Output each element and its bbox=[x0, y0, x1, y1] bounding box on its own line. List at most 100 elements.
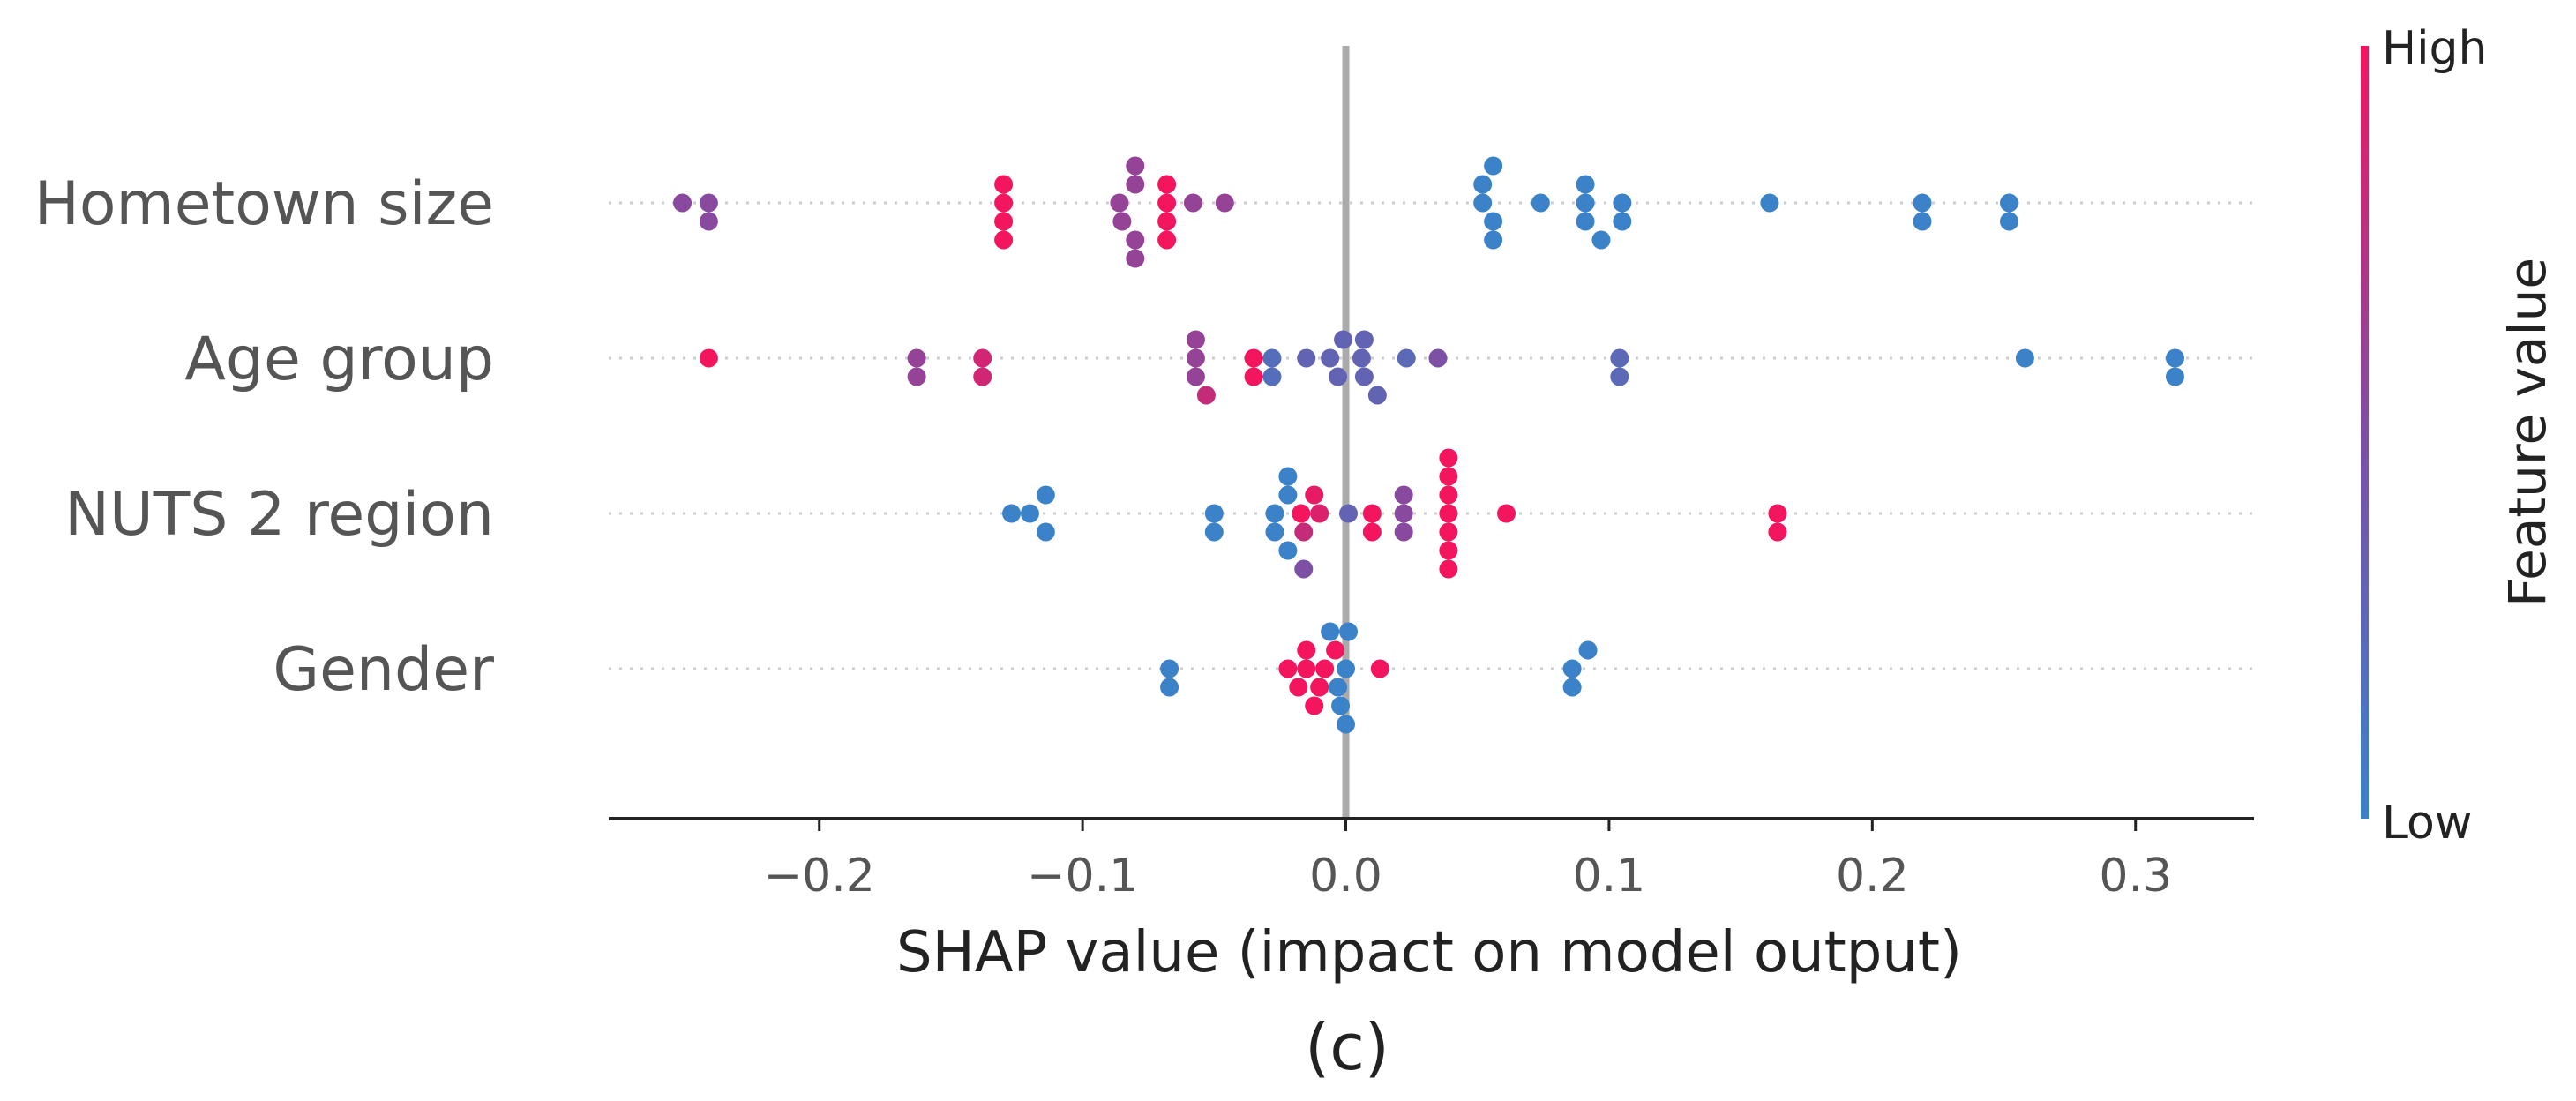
shap-point bbox=[1020, 504, 1039, 523]
shap-point bbox=[1244, 348, 1263, 368]
shap-point bbox=[994, 230, 1014, 250]
shap-point bbox=[1265, 504, 1284, 523]
shap-point bbox=[1310, 678, 1329, 697]
shap-point bbox=[1439, 448, 1458, 468]
shap-point bbox=[1613, 193, 1632, 213]
colorbar-high-label: High bbox=[2382, 22, 2488, 75]
shap-point bbox=[2015, 348, 2034, 368]
shap-point bbox=[1326, 640, 1345, 660]
shap-point bbox=[1305, 485, 1324, 505]
shap-point bbox=[1112, 212, 1132, 231]
x-axis: −0.2 −0.1 0.0 0.1 0.2 0.3 bbox=[609, 817, 2254, 903]
shap-point bbox=[699, 348, 718, 368]
shap-point bbox=[1397, 348, 1416, 368]
feature-label: Age group bbox=[184, 325, 494, 394]
shap-point bbox=[1768, 504, 1787, 523]
shap-point bbox=[1278, 659, 1298, 678]
shap-point bbox=[1186, 330, 1205, 349]
x-tick-label: −0.2 bbox=[764, 850, 875, 903]
shap-point bbox=[1439, 467, 1458, 486]
shap-point bbox=[1278, 541, 1298, 560]
shap-point bbox=[1484, 212, 1503, 231]
shap-point bbox=[1160, 659, 1179, 678]
shap-point bbox=[1394, 485, 1413, 505]
shap-point bbox=[1289, 678, 1308, 697]
shap-point bbox=[1196, 386, 1216, 405]
shap-point bbox=[1362, 504, 1382, 523]
feature-label: NUTS 2 region bbox=[64, 480, 494, 550]
shap-point bbox=[1297, 348, 1316, 368]
shap-point bbox=[1126, 175, 1145, 194]
feature-row-gridlines bbox=[609, 201, 2254, 670]
shap-point bbox=[907, 367, 926, 386]
shap-point bbox=[1297, 640, 1316, 660]
shap-point bbox=[1394, 504, 1413, 523]
shap-point bbox=[994, 212, 1014, 231]
x-ticks: −0.2 −0.1 0.0 0.1 0.2 0.3 bbox=[764, 819, 2172, 903]
shap-point bbox=[1331, 696, 1351, 715]
shap-point bbox=[1439, 485, 1458, 505]
shap-point bbox=[1310, 504, 1329, 523]
shap-point bbox=[1294, 522, 1314, 542]
shap-point bbox=[1497, 504, 1516, 523]
shap-point bbox=[1337, 715, 1356, 734]
colorbar: High Low Feature value bbox=[2361, 22, 2557, 850]
shap-point bbox=[1329, 367, 1348, 386]
shap-point bbox=[973, 367, 992, 386]
shap-point bbox=[1204, 522, 1224, 542]
feature-label: Hometown size bbox=[34, 169, 494, 239]
x-tick-label: 0.2 bbox=[1836, 850, 1909, 903]
shap-point bbox=[1367, 386, 1387, 405]
shap-point bbox=[1329, 678, 1348, 697]
data-points bbox=[673, 156, 2184, 734]
shap-point bbox=[1439, 522, 1458, 542]
shap-point bbox=[1339, 622, 1359, 641]
shap-point bbox=[1292, 504, 1311, 523]
shap-point bbox=[1531, 193, 1550, 213]
x-tick-label: 0.0 bbox=[1309, 850, 1382, 903]
shap-point bbox=[1339, 504, 1359, 523]
shap-point bbox=[1999, 212, 2018, 231]
shap-point bbox=[1354, 367, 1374, 386]
shap-point bbox=[1370, 659, 1389, 678]
shap-point bbox=[1321, 622, 1340, 641]
shap-point bbox=[1126, 230, 1145, 250]
shap-point bbox=[1244, 367, 1263, 386]
shap-point bbox=[1913, 212, 1932, 231]
shap-point bbox=[1439, 504, 1458, 523]
shap-point bbox=[1610, 367, 1629, 386]
shap-point bbox=[1297, 659, 1316, 678]
shap-point bbox=[1126, 249, 1145, 268]
shap-point bbox=[1002, 504, 1022, 523]
shap-point bbox=[1265, 522, 1284, 542]
shap-point bbox=[1562, 678, 1582, 697]
shap-point bbox=[1362, 522, 1382, 542]
figure-caption: (c) bbox=[1305, 1010, 1389, 1084]
shap-point bbox=[1157, 230, 1177, 250]
shap-point bbox=[1613, 212, 1632, 231]
shap-point bbox=[1262, 367, 1282, 386]
shap-point bbox=[1473, 175, 1493, 194]
shap-point bbox=[1278, 485, 1298, 505]
shap-point bbox=[2165, 367, 2184, 386]
shap-point bbox=[1768, 522, 1787, 542]
shap-point bbox=[1036, 522, 1055, 542]
shap-point bbox=[1186, 367, 1205, 386]
shap-point bbox=[1473, 193, 1493, 213]
colorbar-title: Feature value bbox=[2497, 258, 2557, 607]
x-axis-title: SHAP value (impact on model output) bbox=[896, 920, 1962, 985]
shap-point bbox=[1186, 348, 1205, 368]
shap-point bbox=[1204, 504, 1224, 523]
shap-point bbox=[1354, 330, 1374, 349]
shap-point bbox=[1305, 696, 1324, 715]
shap-point bbox=[1352, 348, 1371, 368]
shap-point bbox=[1157, 212, 1177, 231]
shap-point bbox=[699, 212, 718, 231]
shap-point bbox=[1036, 485, 1055, 505]
shap-point bbox=[1321, 348, 1340, 368]
colorbar-gradient bbox=[2361, 46, 2369, 819]
shap-point bbox=[1576, 193, 1595, 213]
feature-label: Gender bbox=[273, 635, 494, 705]
shap-point bbox=[1215, 193, 1234, 213]
